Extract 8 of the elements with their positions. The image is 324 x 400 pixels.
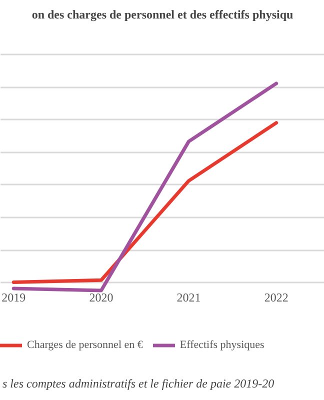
x-tick-label: 2021 [176,290,201,305]
x-tick-label: 2019 [2,290,26,305]
x-tick-label: 2020 [89,290,114,305]
legend-label: Charges de personnel en € [27,339,143,351]
x-tick-label: 2022 [264,290,288,305]
legend-label: Effectifs physiques [180,339,264,351]
text: s les comptes administratifs et le fichier de paie 2019-20 [2,376,274,390]
chart-title: on des charges de personnel et des effectifs physiqu [32,8,294,22]
